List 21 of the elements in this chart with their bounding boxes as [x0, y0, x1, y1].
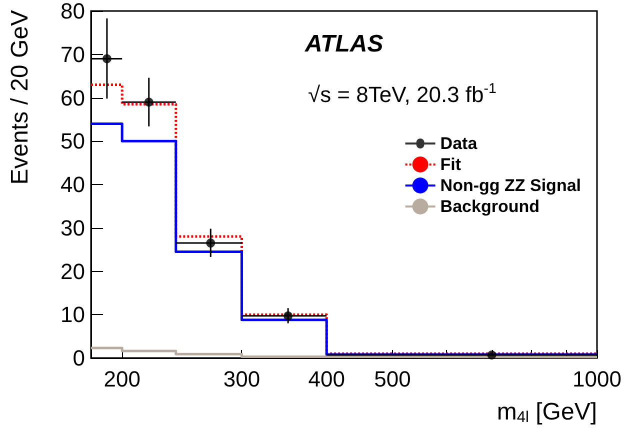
y-tick-label: 80: [60, 0, 85, 24]
y-tick-label: 20: [60, 258, 85, 284]
y-tick-label: 10: [60, 302, 85, 328]
legend-label: Data: [440, 134, 478, 153]
legend-label: Fit: [440, 155, 462, 174]
y-tick-label: 0: [72, 346, 85, 370]
annotation: ATLAS: [304, 30, 384, 58]
y-tick-label: 40: [60, 172, 85, 197]
x-tick-label: 300: [223, 366, 260, 392]
y-tick-label: 70: [60, 42, 85, 67]
y-axis-title: Events / 20 GeV: [6, 10, 34, 185]
x-tick-label: 200: [104, 366, 140, 392]
x-tick-label: 400: [308, 366, 345, 392]
y-tick-label: 30: [60, 215, 85, 240]
x-tick-label: 1000: [572, 366, 622, 392]
legend-label: Background: [440, 197, 540, 216]
y-tick-label: 60: [60, 85, 85, 110]
legend-label: Non-gg ZZ Signal: [440, 176, 582, 195]
y-tick-label: 50: [60, 128, 85, 154]
x-axis-title: m4l [GeV]: [496, 398, 598, 426]
x-tick-label: 500: [374, 366, 411, 392]
